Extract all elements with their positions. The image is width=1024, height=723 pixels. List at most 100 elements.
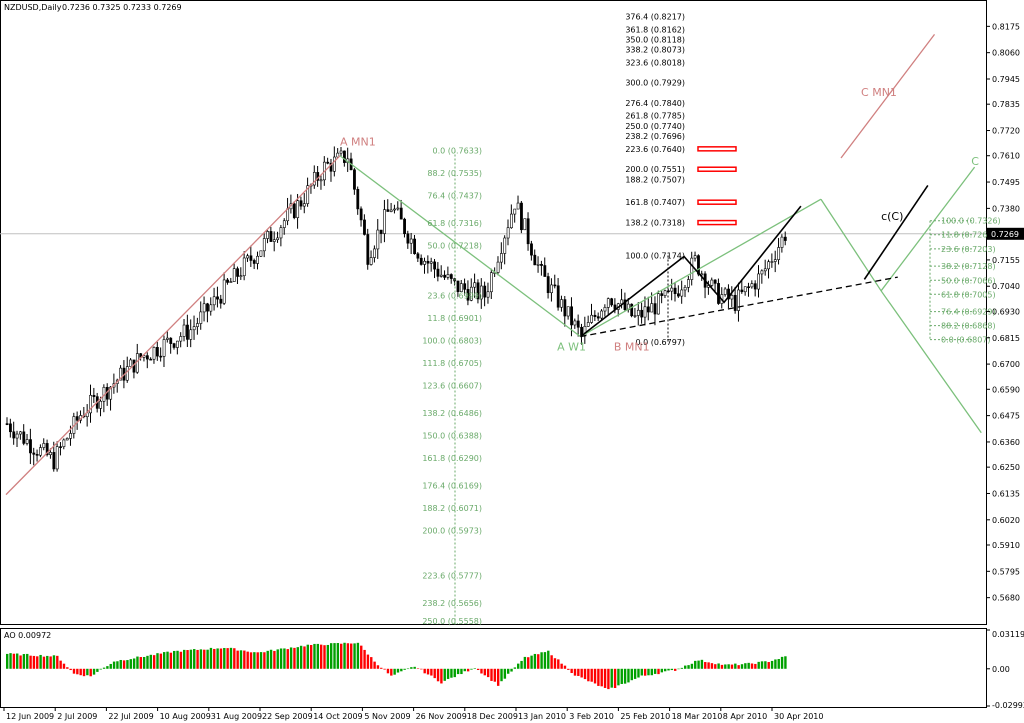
ao-bar-up (269, 649, 273, 669)
fib-right-level: 38.2 (0.7128) (941, 262, 996, 271)
fib-center-level: 238.2 (0.7696) (625, 132, 685, 141)
fib-left-level: 223.6 (0.5777) (422, 571, 482, 580)
candle-bear (443, 274, 447, 278)
fib-center-level: 350.0 (0.8118) (625, 35, 685, 44)
candle-bear (593, 314, 597, 317)
ao-bar-down (493, 668, 497, 682)
ao-bar-down (346, 643, 350, 669)
fib-center-level: 0.0 (0.6797) (636, 338, 686, 347)
ao-bar-down (754, 663, 757, 669)
ao-bar-up (777, 659, 780, 669)
fib-left-level: 23.6 (0.6999) (427, 292, 482, 301)
candle-bull (212, 296, 216, 306)
candle-bull (339, 150, 343, 154)
ao-bar-down (714, 664, 717, 669)
price-tick-label: 0.6590 (992, 385, 1020, 394)
fib-left-level: 88.2 (0.7535) (427, 169, 482, 178)
candle-bull (550, 284, 553, 294)
time-tick-label: 22 Sep 2009 (262, 712, 313, 721)
fib-left-level: 0.0 (0.7633) (433, 146, 483, 155)
ao-bar-down (573, 668, 577, 676)
fib-center-level: 100.0 (0.7174) (625, 252, 685, 261)
price-tick-label: 0.7610 (992, 152, 1020, 161)
candle-bear (353, 169, 356, 190)
candle-bear (543, 265, 547, 277)
ao-bar-up (623, 668, 627, 684)
candle-bear (747, 286, 750, 289)
candle-bear (145, 355, 149, 360)
ao-bar-down (433, 668, 436, 679)
fib-center-level: 223.6 (0.7640) (625, 145, 685, 154)
ao-bar-up (740, 664, 744, 669)
candle-bear (426, 260, 430, 264)
candle-bear (556, 285, 560, 308)
candle-bull (129, 359, 133, 367)
ao-bar-up (653, 668, 657, 674)
candle-bull (209, 304, 213, 312)
time-tick-label: 8 Apr 2010 (723, 712, 767, 721)
candle-bull (196, 323, 199, 327)
fib-left-level: 11.8 (0.6901) (427, 314, 482, 323)
price-tick-label: 0.6135 (992, 489, 1020, 498)
abc-black-1 (579, 205, 802, 338)
ao-bar-down (704, 662, 707, 669)
ao-bar-down (593, 668, 597, 684)
candle-bull (333, 156, 336, 172)
candle-bull (222, 279, 226, 304)
price-tick-label: 0.6700 (992, 360, 1020, 369)
ao-bar-up (540, 652, 543, 669)
candle-bull (176, 340, 179, 348)
ao-bar-up (206, 649, 209, 669)
ao-bar-up (9, 653, 12, 669)
candle-bear (483, 285, 487, 298)
candle-bear (252, 260, 256, 264)
ao-bar-up (266, 650, 269, 669)
candle-bear (576, 320, 580, 328)
ao-histogram: 0.03119 0.00 -0.02992 (6, 629, 1024, 710)
candle-bear (366, 234, 370, 265)
candle-bull (510, 213, 513, 229)
ao-bar-down (597, 668, 600, 686)
candle-bear (52, 452, 56, 470)
candle-bear (713, 279, 717, 284)
ao-bar-up (112, 661, 116, 669)
price-tick-label: 0.7380 (992, 204, 1020, 213)
candle-bull (560, 299, 563, 308)
ao-bar-up (156, 653, 159, 669)
dashed-trend (580, 276, 898, 338)
ao-bar-down (340, 643, 343, 669)
price-tick-label: 0.8175 (992, 22, 1020, 31)
ao-bar-up (667, 668, 670, 671)
candle-bear (219, 298, 223, 304)
ao-bar-up (86, 668, 89, 676)
ao-bar-up (333, 643, 336, 669)
ao-bar-down (233, 648, 236, 669)
ao-bar-up (326, 644, 330, 669)
price-tick-label: 0.5680 (992, 594, 1020, 603)
candle-bear (553, 284, 557, 287)
candle-bear (59, 446, 62, 448)
ao-bar-up (289, 647, 293, 669)
time-tick-label: 12 Jun 2009 (6, 712, 54, 721)
wave-label: C (971, 155, 979, 168)
ao-bar-down (674, 668, 677, 671)
ao-bar-down (553, 658, 557, 669)
ao-bar-up (770, 660, 774, 669)
fib-center-level: 376.4 (0.8217) (625, 13, 685, 22)
ao-bar-up (410, 667, 413, 669)
candle-bear (653, 303, 657, 315)
ao-bar-up (460, 668, 463, 675)
candle-bear (386, 209, 390, 212)
candle-bull (182, 324, 186, 337)
ao-bar-up (132, 658, 136, 669)
ao-bar-up (690, 663, 694, 669)
wave-label: c(C) (881, 210, 903, 223)
candle-bull (439, 274, 443, 277)
ao-bar-up (313, 643, 316, 669)
ao-tick-label: -0.02992 (992, 701, 1024, 710)
ao-bar-down (767, 662, 770, 669)
ao-bar-down (710, 663, 714, 669)
candle-bear (159, 355, 163, 358)
candle-bear (463, 283, 467, 290)
candle-bull (69, 433, 72, 439)
